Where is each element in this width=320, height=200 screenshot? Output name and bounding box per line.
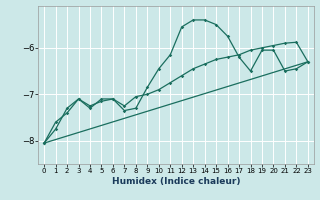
X-axis label: Humidex (Indice chaleur): Humidex (Indice chaleur) (112, 177, 240, 186)
